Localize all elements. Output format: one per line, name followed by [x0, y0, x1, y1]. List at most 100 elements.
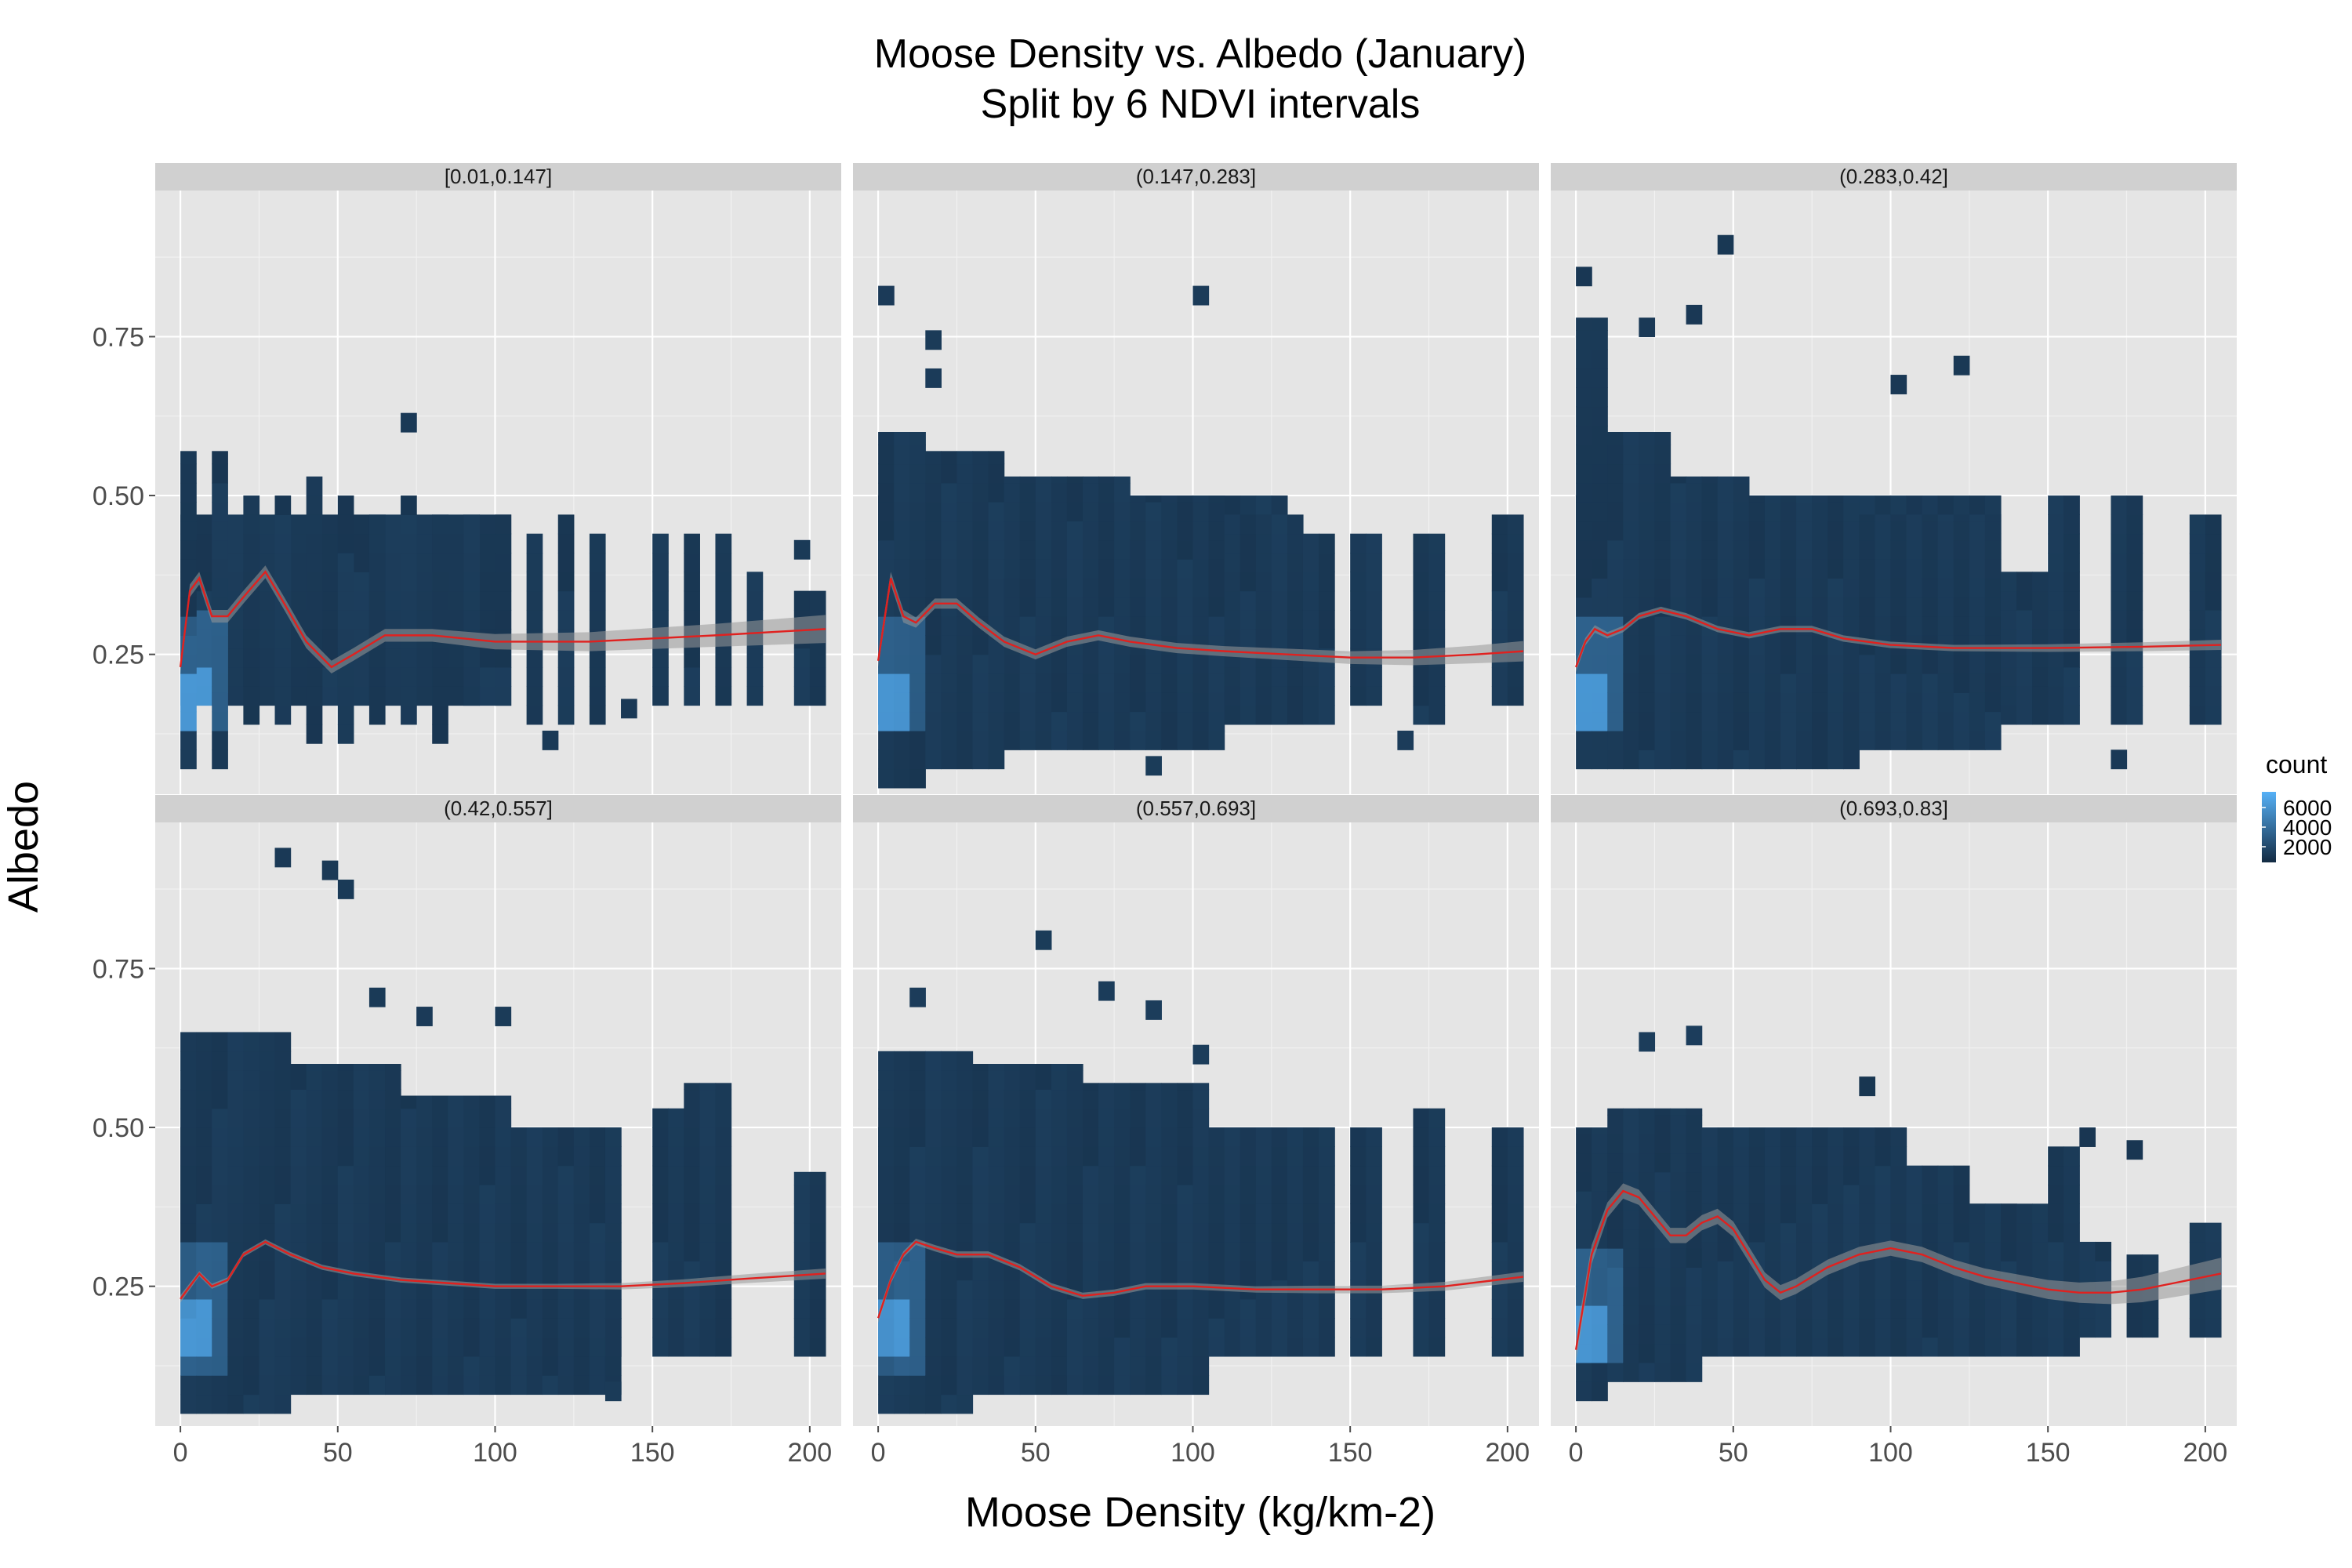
heatmap-bin [495, 572, 512, 592]
heatmap-bin [1937, 1298, 1955, 1319]
heatmap-bin [290, 1089, 307, 1109]
heatmap-bin [1145, 597, 1162, 617]
heatmap-bin [416, 1279, 433, 1300]
heatmap-bin [526, 1337, 543, 1357]
heatmap-bin [243, 1051, 260, 1071]
heatmap-bin [401, 1146, 417, 1167]
heatmap-bin [1192, 1083, 1210, 1091]
heatmap-bin [479, 686, 496, 706]
heatmap-bin [321, 1108, 339, 1128]
heatmap-bin [941, 730, 958, 750]
heatmap-bin [463, 648, 481, 668]
heatmap-bin [715, 1108, 732, 1128]
heatmap-bin [448, 533, 464, 554]
heatmap-bin [1922, 616, 1939, 636]
heatmap-bin [479, 1146, 496, 1167]
heatmap-bin [1019, 502, 1036, 522]
heatmap-bin [1083, 730, 1099, 750]
heatmap-bin [1623, 1305, 1639, 1325]
heatmap-bin [212, 451, 228, 465]
heatmap-bin [1764, 1203, 1781, 1224]
heatmap-bin [495, 1337, 512, 1357]
heatmap-bin [1366, 686, 1382, 706]
heatmap-bin [2189, 514, 2206, 535]
heatmap-bin [353, 1241, 370, 1261]
heatmap-bin [1623, 539, 1639, 560]
heatmap-bin [1654, 502, 1671, 522]
heatmap-bin [878, 750, 895, 770]
heatmap-bin [715, 1083, 732, 1091]
heatmap-bin [1670, 692, 1687, 713]
heatmap-bin [2048, 1337, 2064, 1357]
heatmap-bin [1717, 1185, 1734, 1204]
heatmap-bin [1271, 1165, 1288, 1185]
heatmap-bin [1287, 666, 1304, 687]
heatmap-bin [894, 578, 910, 598]
heatmap-bin [432, 1146, 448, 1167]
heatmap-bin [1177, 616, 1194, 636]
heatmap-bin [1083, 673, 1099, 693]
heatmap-bin [1639, 463, 1656, 484]
heatmap-bin [243, 1394, 260, 1414]
heatmap-bin [180, 1051, 197, 1071]
heatmap-bin [684, 1241, 700, 1261]
heatmap-bin [1019, 1146, 1036, 1167]
heatmap-bin [652, 1318, 669, 1338]
heatmap-bin [557, 1203, 575, 1224]
heatmap-bin [1639, 1286, 1656, 1306]
heatmap-bin [1491, 666, 1508, 687]
heatmap-bin [988, 1356, 1005, 1376]
heatmap-bin [1875, 616, 1892, 636]
heatmap-bin [432, 590, 448, 611]
heatmap-bin [368, 590, 386, 611]
heatmap-bin [684, 1165, 700, 1185]
heatmap-bin [416, 1356, 433, 1376]
heatmap-bin [894, 768, 910, 789]
heatmap-bin [1051, 1261, 1068, 1281]
heatmap-bin [1098, 1165, 1115, 1185]
heatmap-bin [1843, 1165, 1860, 1185]
heatmap-bin [290, 533, 307, 554]
heatmap-bin [988, 1337, 1005, 1357]
heatmap-bin [2111, 666, 2128, 687]
heatmap-bin [479, 1261, 496, 1281]
heatmap-bin [1491, 1127, 1508, 1147]
heatmap-bin [526, 1185, 543, 1204]
heatmap-bin [878, 654, 895, 674]
heatmap-bin [1255, 1222, 1272, 1243]
heatmap-bin [1051, 1165, 1068, 1185]
heatmap-bin [746, 590, 764, 611]
heatmap-bin [432, 1203, 448, 1224]
heatmap-bin [196, 1318, 212, 1338]
heatmap-bin [1161, 1108, 1178, 1128]
heatmap-bin [1764, 502, 1781, 522]
heatmap-bin [495, 1356, 512, 1376]
heatmap-bin [809, 1337, 826, 1357]
heatmap-bin [1890, 1222, 1907, 1243]
heatmap-bin [1114, 1165, 1131, 1185]
heatmap-bin [243, 553, 260, 572]
heatmap-bin [1733, 521, 1750, 541]
heatmap-bin [1922, 539, 1939, 560]
heatmap-bin [1607, 1362, 1624, 1382]
heatmap-bin [243, 629, 260, 649]
heatmap-bin [909, 445, 926, 465]
heatmap-bin [1953, 1318, 1970, 1338]
heatmap-bin [878, 521, 895, 541]
heatmap-bin [1271, 514, 1288, 535]
heatmap-bin [925, 750, 942, 770]
heatmap-bin [925, 654, 942, 674]
heatmap-bin [274, 1089, 292, 1109]
heatmap-bin [2079, 1127, 2096, 1147]
heatmap-bin [1686, 304, 1703, 325]
heatmap-bin [988, 1279, 1005, 1300]
heatmap-bin [878, 1394, 895, 1414]
heatmap-bin [227, 1356, 244, 1376]
heatmap-bin [1875, 1165, 1892, 1185]
heatmap-bin [1764, 1298, 1781, 1319]
heatmap-bin [1224, 1261, 1241, 1281]
heatmap-bin [1670, 730, 1687, 750]
heatmap-bin [2016, 1203, 2033, 1224]
heatmap-bin [1208, 673, 1225, 693]
heatmap-bin [1828, 559, 1844, 579]
